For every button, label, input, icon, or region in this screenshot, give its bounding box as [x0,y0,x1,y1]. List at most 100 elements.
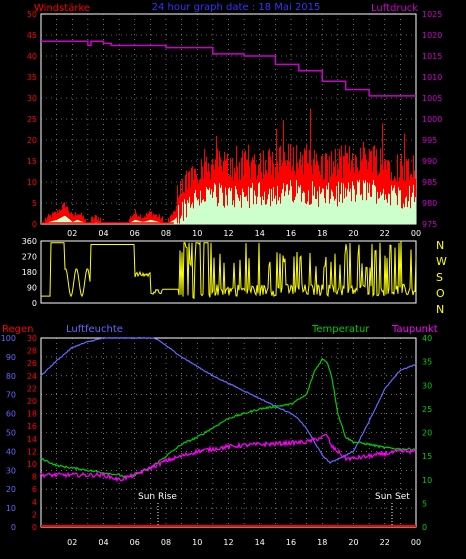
temperature-label: Temperatur [311,324,370,335]
humidity-y-tick: 70 [6,391,16,400]
rain-y-tick: 28 [27,347,37,356]
humidity-y-tick: 30 [6,466,16,475]
wind-x-tick: 08 [161,229,171,238]
wind-x-tick: 22 [380,229,390,238]
rain-y-tick: 0 [32,523,37,532]
climate-x-tick: 22 [380,538,390,547]
humidity-y-tick: 0 [11,523,16,532]
temp-y-tick: 35 [422,358,432,367]
wind-x-tick: 12 [223,229,233,238]
temp-y-tick: 25 [422,405,432,414]
humidity-y-tick: 90 [6,353,16,362]
pressure-y-tick: 995 [422,136,437,145]
wind-x-tick: 16 [286,229,296,238]
wind-x-tick: 02 [67,229,77,238]
rain-y-tick: 24 [27,372,37,381]
climate-x-tick: 04 [98,538,108,547]
wind-y-tick: 35 [27,73,37,82]
wind-x-tick: 20 [348,229,358,238]
climate-x-tick: 14 [255,538,265,547]
rain-y-tick: 14 [27,435,37,444]
rain-y-tick: 8 [32,473,37,482]
pressure-line [41,40,416,97]
temp-y-tick: 40 [422,334,432,343]
dir-y-tick: 360 [22,237,37,246]
humidity-line [40,336,417,464]
wind-x-tick: 10 [192,229,202,238]
wind-x-tick: 14 [255,229,265,238]
pressure-label: Luftdruck [371,3,418,14]
pressure-y-tick: 985 [422,178,437,187]
rain-y-tick: 18 [27,410,37,419]
temp-y-tick: 0 [422,523,427,532]
humidity-y-tick: 10 [6,504,16,513]
temp-y-tick: 5 [422,499,427,508]
temp-y-tick: 15 [422,452,432,461]
humidity-label: Luftfeuchte [66,324,123,335]
wind-y-tick: 15 [27,157,37,166]
rain-label: Regen [2,324,34,335]
humidity-y-tick: 40 [6,447,16,456]
wind-y-tick: 0 [32,220,37,229]
humidity-y-tick: 50 [6,429,16,438]
climate-x-tick: 02 [67,538,77,547]
pressure-y-tick: 1020 [422,31,442,40]
wind-x-tick: 18 [317,229,327,238]
series-layer [40,40,417,527]
climate-x-tick: 16 [286,538,296,547]
wind-y-tick: 50 [27,10,37,19]
wind-label: Windstärke [34,3,90,14]
humidity-y-tick: 60 [6,410,16,419]
wind-x-tick: 06 [130,229,140,238]
dir-label-w: W [436,255,447,268]
dir-y-tick: 90 [27,284,37,293]
graph-date-label: 24 hour graph date : 18 Mai 2015 [152,2,321,13]
pressure-y-tick: 1025 [422,10,442,19]
climate-x-tick: 12 [223,538,233,547]
pressure-y-tick: 990 [422,157,437,166]
wind-y-tick: 25 [27,115,37,124]
humidity-y-tick: 80 [6,372,16,381]
wind-x-tick: 00 [411,229,421,238]
climate-x-tick: 06 [130,538,140,547]
dir-label-s: S [436,271,443,284]
rain-y-tick: 4 [32,498,37,507]
pressure-y-tick: 1000 [422,115,442,124]
wind-x-tick: 04 [98,229,108,238]
pressure-y-tick: 1010 [422,73,442,82]
sunset-label: Sun Set [375,492,410,502]
climate-x-tick: 10 [192,538,202,547]
temp-y-tick: 10 [422,476,432,485]
wind-direction-line [41,241,417,300]
axis-layer: 0510152025303540455097598098599099510001… [1,10,443,547]
pressure-y-tick: 975 [422,220,437,229]
dewpoint-label: Taupunkt [391,324,438,335]
rain-y-tick: 26 [27,359,37,368]
pressure-y-tick: 1015 [422,52,442,61]
dir-label-o: O [436,287,445,300]
climate-x-tick: 08 [161,538,171,547]
rain-y-tick: 22 [27,384,37,393]
wind-y-tick: 5 [32,199,37,208]
wind-y-tick: 45 [27,31,37,40]
rain-y-tick: 12 [27,447,37,456]
rain-y-tick: 30 [27,334,37,343]
climate-x-tick: 20 [348,538,358,547]
temperature-line [40,358,417,478]
humidity-y-tick: 100 [1,334,16,343]
rain-y-tick: 6 [32,485,37,494]
dewpoint-line [40,433,417,483]
dir-label-n-bottom: N [436,303,444,316]
pressure-y-tick: 980 [422,199,437,208]
rain-y-tick: 2 [32,510,37,519]
temp-y-tick: 20 [422,429,432,438]
dir-y-tick: 180 [22,268,37,277]
climate-x-tick: 00 [411,538,421,547]
rain-y-tick: 20 [27,397,37,406]
pressure-y-tick: 1005 [422,94,442,103]
wind-y-tick: 20 [27,136,37,145]
rain-y-tick: 16 [27,422,37,431]
dir-y-tick: 270 [22,253,37,262]
